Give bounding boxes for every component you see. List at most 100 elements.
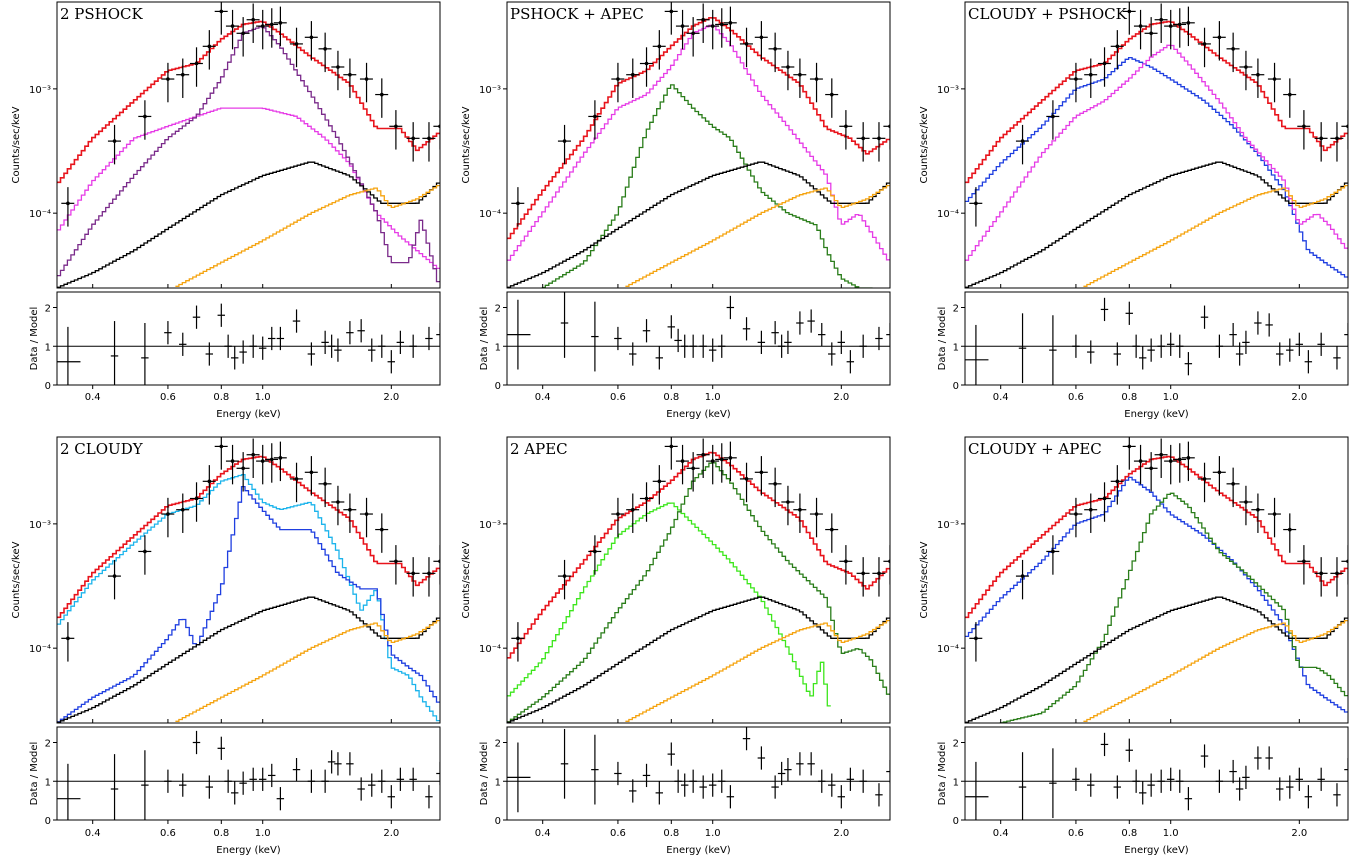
ratio-point — [1138, 346, 1147, 370]
model-orange-line — [625, 619, 890, 722]
lower-ytick-label: 1 — [45, 342, 51, 353]
data-point — [1314, 557, 1328, 597]
xtick-label: 1.0 — [1163, 828, 1179, 839]
model-magenta-line — [965, 44, 1348, 261]
xlabel: Energy (keV) — [216, 409, 281, 420]
upper-ylabel: Counts/sec/keV — [11, 106, 22, 183]
data-point — [686, 452, 700, 492]
xtick-label: 2.0 — [1291, 392, 1307, 403]
data-point — [809, 62, 823, 103]
data-point — [273, 441, 287, 482]
data-point — [969, 187, 983, 227]
model-curves — [57, 2, 440, 288]
ratio-point — [591, 301, 599, 372]
ratio-point — [674, 328, 682, 353]
ratio-point — [1317, 767, 1325, 791]
ratio-point — [1265, 313, 1273, 337]
lower-ytick-label: 2 — [45, 739, 51, 750]
ratio-point — [1138, 781, 1147, 805]
data-point — [343, 493, 357, 533]
data-point — [375, 78, 389, 118]
panel-title: 2 APEC — [510, 440, 568, 458]
upper-ytick-label: 10⁻³ — [937, 520, 959, 531]
ratio-point — [1215, 769, 1224, 793]
data-point — [1267, 62, 1281, 103]
data-point — [652, 30, 666, 70]
ratio-point — [1242, 765, 1250, 789]
ratio-point — [642, 763, 651, 788]
data-point — [1015, 559, 1029, 600]
data-point — [1084, 58, 1098, 98]
lower-ytick-label: 0 — [45, 816, 51, 827]
lower-ytick-label: 0 — [495, 381, 501, 392]
lower-ylabel: Data / Model — [29, 742, 40, 806]
data-point — [557, 559, 571, 600]
ratio-point — [674, 769, 682, 793]
data-point — [723, 6, 737, 47]
data-point — [202, 465, 216, 505]
data-point — [1314, 122, 1328, 162]
lower-axes-frame — [56, 726, 441, 821]
ratio-point — [179, 332, 187, 356]
data-point — [1283, 513, 1297, 553]
upper-ytick-label: 10⁻⁴ — [29, 644, 51, 655]
model-orange-line — [175, 184, 440, 287]
model-lime-line — [507, 502, 831, 707]
data-point — [793, 493, 807, 533]
ratio-point — [368, 773, 376, 797]
lower-ylabel: Data / Model — [937, 307, 948, 371]
data-point — [781, 485, 795, 526]
ratio-point — [680, 773, 689, 797]
ratio-point — [1049, 315, 1057, 385]
data-point — [1297, 545, 1311, 585]
ratio-point — [396, 330, 405, 354]
data-point — [1251, 493, 1265, 533]
xlabel: Energy (keV) — [666, 845, 731, 856]
data-point — [652, 465, 666, 505]
xtick-label: 0.6 — [160, 392, 176, 403]
ratio-point — [1333, 783, 1341, 807]
ratio-point — [591, 734, 599, 805]
model-total-line — [507, 451, 890, 659]
xtick-label: 0.6 — [1068, 392, 1084, 403]
model-magenta-line — [507, 24, 890, 261]
ratio-point — [357, 319, 365, 343]
data-point — [1173, 443, 1187, 483]
xtick-label: 1.0 — [705, 828, 721, 839]
data-point — [856, 122, 870, 162]
ratio-point — [667, 315, 675, 339]
ratio-point — [334, 752, 342, 776]
panel-4: 2 APEC 10⁻³ 10⁻⁴ Counts/sec/keV 2 1 0 Data / Mo… — [461, 436, 891, 856]
ratio-point — [965, 324, 989, 385]
ratio-points — [965, 732, 1348, 820]
model-orange-line — [175, 619, 440, 722]
ratio-point — [1147, 773, 1155, 797]
data-point — [236, 17, 250, 57]
lower-ytick-label: 1 — [495, 342, 501, 353]
ratio-point — [378, 769, 386, 793]
xtick-label: 1.0 — [255, 392, 271, 403]
data-point — [1069, 62, 1083, 103]
lower-ytick-label: 2 — [495, 304, 501, 315]
data-point — [1084, 493, 1098, 533]
ratio-point — [1087, 773, 1095, 797]
ratio-point — [276, 787, 285, 811]
xtick-label: 0.4 — [535, 392, 551, 403]
ratio-point — [807, 752, 815, 776]
ratio-point — [346, 321, 354, 345]
data-point — [686, 17, 700, 57]
ratio-point — [846, 767, 855, 791]
xtick-label: 0.4 — [85, 392, 101, 403]
data-point — [318, 32, 332, 73]
upper-axes-frame — [506, 436, 891, 724]
data-point — [793, 58, 807, 98]
panel-5: CLOUDY + APEC 10⁻³ 10⁻⁴ Counts/sec/keV 2 1 0 Da… — [919, 436, 1349, 856]
ratio-point — [1113, 342, 1122, 366]
ratio-point — [642, 319, 651, 343]
data-point — [304, 21, 318, 61]
data-point — [1046, 535, 1060, 575]
data-point — [872, 122, 886, 162]
data-point — [389, 110, 403, 150]
ratio-point — [164, 769, 172, 793]
ratio-point — [757, 330, 766, 354]
